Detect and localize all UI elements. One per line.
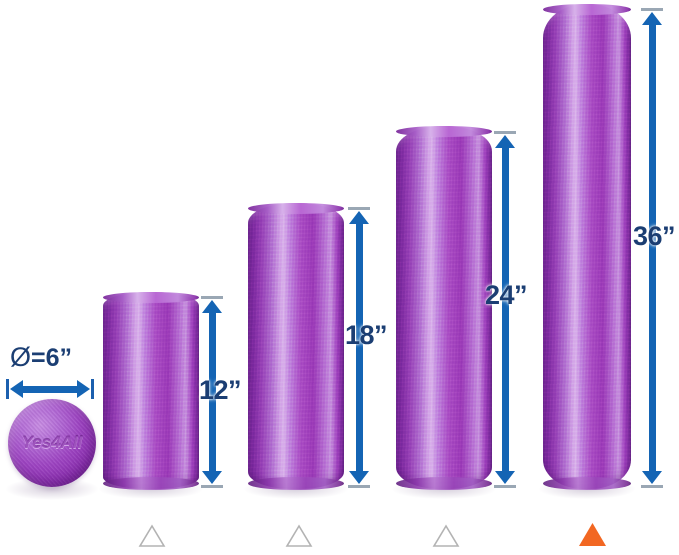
measure-arrow-cap-bottom-36 [641, 485, 663, 488]
measure-arrow-head-bottom-12 [202, 471, 222, 484]
measure-arrow-shaft-24 [502, 143, 509, 476]
roller-end-cap: Yes4All [8, 399, 96, 487]
diameter-arrow-head-right [77, 380, 90, 398]
measure-arrow-cap-bottom-24 [494, 485, 516, 488]
measure-arrow-cap-top-12 [201, 296, 223, 299]
foam-roller-18in [248, 203, 344, 490]
measure-arrow-head-top-24 [495, 135, 515, 148]
size-label-36in: 36” [633, 221, 676, 251]
foam-roller-36in [543, 4, 631, 490]
measure-arrow-head-bottom-18 [349, 471, 369, 484]
measure-arrow-head-bottom-24 [495, 471, 515, 484]
size-selector-triangle-36in-selected[interactable] [577, 521, 608, 548]
size-label-24in: 24” [485, 280, 528, 310]
foam-roller-12in [103, 292, 199, 490]
measure-arrow-head-top-12 [202, 300, 222, 313]
measure-arrow-cap-bottom-18 [348, 485, 370, 488]
measure-arrow-shaft-12 [209, 308, 216, 476]
measure-arrow-cap-top-18 [348, 207, 370, 210]
size-selector-triangle-18in[interactable] [285, 524, 313, 548]
diameter-arrow [6, 379, 94, 399]
size-label-12in: 12” [199, 375, 242, 405]
diameter-arrow-cap-right [91, 379, 94, 399]
diameter-symbol: Ø [10, 342, 32, 372]
measure-arrow-cap-top-24 [494, 131, 516, 134]
measure-arrow-shaft-18 [356, 219, 363, 476]
measure-arrow-shaft-36 [649, 20, 656, 476]
measure-arrow-head-top-36 [642, 12, 662, 25]
end-cap-shadow [6, 478, 98, 500]
foam-roller-24in [396, 126, 492, 490]
measure-arrow-cap-bottom-12 [201, 485, 223, 488]
diameter-label: Ø=6” [10, 342, 72, 373]
diameter-arrow-head-left [10, 380, 23, 398]
measure-arrow-24in [494, 131, 516, 488]
measure-arrow-cap-top-36 [641, 8, 663, 11]
size-selector-triangle-12in[interactable] [138, 524, 166, 548]
size-selector-triangle-24in[interactable] [432, 524, 460, 548]
measure-arrow-36in [641, 8, 663, 488]
diameter-equals: = [31, 344, 46, 372]
measure-arrow-12in [201, 296, 223, 488]
diameter-arrow-cap-left [6, 379, 9, 399]
diameter-arrow-shaft [16, 386, 84, 393]
size-label-18in: 18” [345, 320, 388, 350]
measure-arrow-head-bottom-36 [642, 471, 662, 484]
measure-arrow-18in [348, 207, 370, 488]
brand-logo: Yes4All [21, 433, 83, 452]
measure-arrow-head-top-18 [349, 211, 369, 224]
diameter-value: 6” [45, 344, 73, 372]
